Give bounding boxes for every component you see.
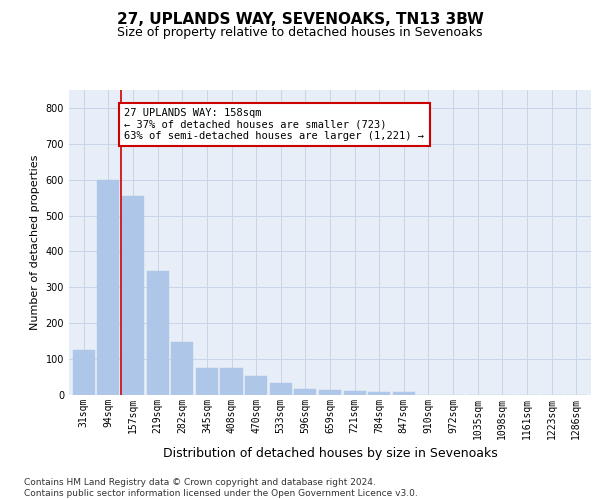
Bar xyxy=(393,392,415,395)
Bar xyxy=(344,392,366,395)
Bar xyxy=(146,271,169,395)
Text: Contains HM Land Registry data © Crown copyright and database right 2024.
Contai: Contains HM Land Registry data © Crown c… xyxy=(24,478,418,498)
X-axis label: Distribution of detached houses by size in Sevenoaks: Distribution of detached houses by size … xyxy=(163,447,497,460)
Text: Size of property relative to detached houses in Sevenoaks: Size of property relative to detached ho… xyxy=(117,26,483,39)
Bar xyxy=(171,342,193,395)
Bar xyxy=(294,389,316,395)
Text: 27, UPLANDS WAY, SEVENOAKS, TN13 3BW: 27, UPLANDS WAY, SEVENOAKS, TN13 3BW xyxy=(116,12,484,28)
Y-axis label: Number of detached properties: Number of detached properties xyxy=(30,155,40,330)
Text: 27 UPLANDS WAY: 158sqm
← 37% of detached houses are smaller (723)
63% of semi-de: 27 UPLANDS WAY: 158sqm ← 37% of detached… xyxy=(124,108,424,141)
Bar xyxy=(73,350,95,395)
Bar xyxy=(122,196,144,395)
Bar xyxy=(196,368,218,395)
Bar xyxy=(97,180,119,395)
Bar xyxy=(319,390,341,395)
Bar xyxy=(269,383,292,395)
Bar xyxy=(368,392,391,395)
Bar xyxy=(245,376,267,395)
Bar xyxy=(220,368,242,395)
